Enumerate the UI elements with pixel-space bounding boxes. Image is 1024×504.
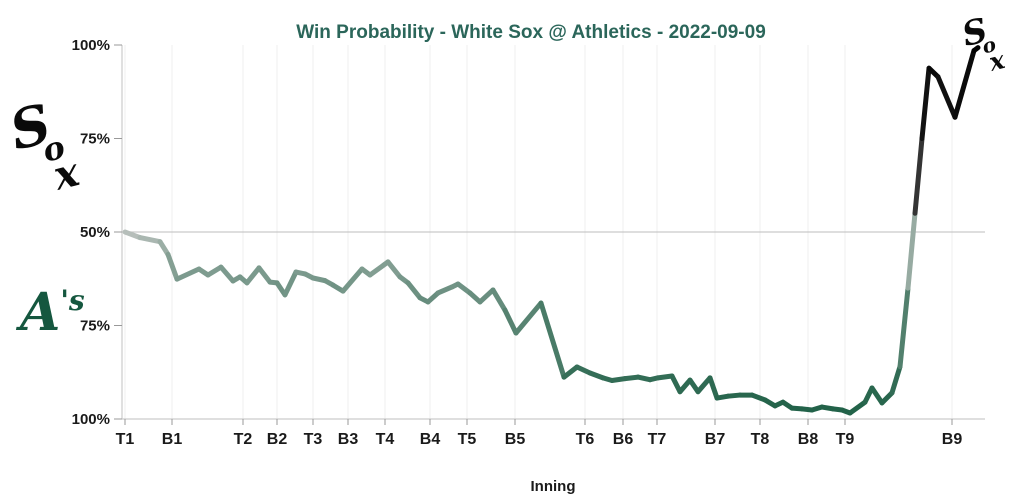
series-segment <box>869 385 885 406</box>
series-segment <box>889 364 903 396</box>
gridlines <box>122 45 985 419</box>
series-segment <box>165 251 180 282</box>
series-segment <box>385 259 403 280</box>
series-segment <box>490 287 508 313</box>
series-segment <box>561 364 580 380</box>
x-tick-label-T7: T7 <box>648 431 667 448</box>
series-segment <box>952 48 977 120</box>
x-tick-label-T4: T4 <box>376 431 395 448</box>
x-tick-label-B2: B2 <box>267 431 288 448</box>
logo-letter-apostrophe-s: 's <box>60 284 85 317</box>
whitesox-logo-away: Sox <box>4 91 85 200</box>
y-tick-label: 75% <box>80 318 110 335</box>
series-segment <box>340 266 365 294</box>
series-segment <box>695 375 713 395</box>
y-tick-label: 50% <box>80 224 110 241</box>
series-segment <box>919 65 932 141</box>
team-logos: Sox Sox A's <box>4 10 1009 343</box>
series-segment <box>244 265 262 286</box>
x-tick-label-T9: T9 <box>836 431 855 448</box>
x-tick-label-B5: B5 <box>505 431 526 448</box>
series-segment <box>256 265 273 285</box>
series-segment <box>367 259 391 278</box>
logo-letter-a: A's <box>15 282 85 343</box>
x-tick-label-B9: B9 <box>942 431 963 448</box>
series-segment <box>174 266 202 282</box>
series-segment <box>137 235 163 245</box>
x-tick-label-B1: B1 <box>162 431 183 448</box>
logo-letter: x <box>985 45 1009 77</box>
series-segment <box>935 74 958 120</box>
x-tick-label-B4: B4 <box>420 431 441 448</box>
x-tick-label-T2: T2 <box>234 431 253 448</box>
series-segment <box>157 239 171 257</box>
logo-letter: x <box>48 148 85 200</box>
x-tick-label-B6: B6 <box>613 431 634 448</box>
series-segment <box>905 210 918 291</box>
series-segment <box>282 269 299 298</box>
x-tick-label-T8: T8 <box>751 431 770 448</box>
series-segment <box>405 280 423 301</box>
series-segment <box>502 307 519 336</box>
y-tick-label: 75% <box>80 131 110 148</box>
win-probability-line <box>122 45 981 416</box>
x-tick-label-T1: T1 <box>116 431 135 448</box>
series-segment <box>477 287 496 305</box>
athletics-logo-home: A's <box>15 282 85 343</box>
logo-letter: o <box>980 32 999 58</box>
x-axis-label: Inning <box>531 478 576 495</box>
series-segment <box>707 375 720 401</box>
series-segment <box>513 300 544 336</box>
series-segment <box>897 285 911 370</box>
y-tick-label: 100% <box>72 411 110 428</box>
series-segment <box>122 229 143 241</box>
x-tick-label-B7: B7 <box>705 431 726 448</box>
series-segment <box>205 264 224 278</box>
x-tick-label-T3: T3 <box>304 431 323 448</box>
whitesox-logo-winner-end: Sox <box>958 10 1009 77</box>
series-segment <box>538 300 567 380</box>
x-tick-label-B3: B3 <box>338 431 359 448</box>
series-segment <box>218 264 236 284</box>
series-segment <box>847 399 868 416</box>
series-segment <box>971 45 981 54</box>
x-tick-label-T5: T5 <box>458 431 477 448</box>
series-segment <box>912 136 925 216</box>
x-tick-label-T6: T6 <box>576 431 595 448</box>
series-segment <box>435 284 455 296</box>
x-tick-label-B8: B8 <box>798 431 819 448</box>
chart-title: Win Probability - White Sox @ Athletics … <box>296 22 766 43</box>
axes: 100% 75% 50% 75% 100% T1 B1 T2 B2 T3 B3 T4 B4 T5 B5 T6 B… <box>72 37 985 448</box>
y-tick-label: 100% <box>72 37 110 54</box>
series-segment <box>669 373 683 395</box>
